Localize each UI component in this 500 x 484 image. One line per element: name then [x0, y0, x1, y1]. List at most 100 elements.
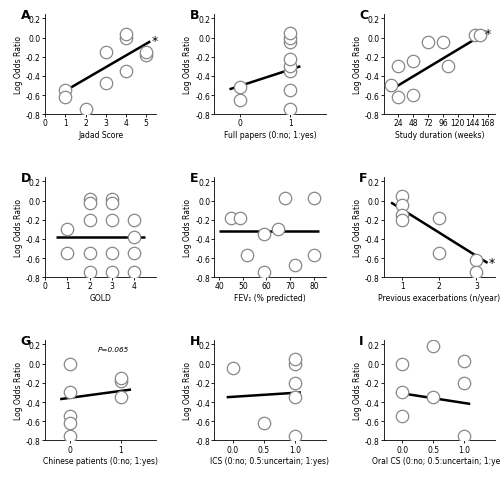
- Point: [282, 195, 290, 202]
- Point: [122, 31, 130, 39]
- Text: E: E: [190, 171, 198, 184]
- Point: [130, 250, 138, 257]
- Y-axis label: Log Odds Ratio: Log Odds Ratio: [353, 361, 362, 419]
- Point: [108, 196, 116, 203]
- Y-axis label: Log Odds Ratio: Log Odds Ratio: [184, 198, 192, 257]
- Text: I: I: [359, 334, 364, 347]
- X-axis label: Study duration (weeks): Study duration (weeks): [394, 131, 484, 140]
- Point: [286, 39, 294, 47]
- Point: [471, 31, 479, 39]
- Point: [460, 432, 468, 439]
- Point: [286, 106, 294, 114]
- Point: [286, 34, 294, 42]
- Text: *: *: [152, 35, 158, 48]
- Point: [398, 360, 406, 368]
- Y-axis label: Log Odds Ratio: Log Odds Ratio: [184, 361, 192, 419]
- Point: [86, 196, 94, 203]
- Point: [398, 389, 406, 396]
- Point: [472, 269, 480, 277]
- Point: [117, 393, 125, 401]
- Y-axis label: Log Odds Ratio: Log Odds Ratio: [353, 198, 362, 257]
- Point: [130, 234, 138, 242]
- Point: [236, 84, 244, 92]
- Point: [476, 31, 484, 39]
- Point: [286, 63, 294, 71]
- Point: [108, 250, 116, 257]
- Point: [108, 199, 116, 207]
- Point: [387, 82, 395, 90]
- Point: [291, 360, 299, 368]
- Point: [130, 269, 138, 277]
- Point: [410, 59, 418, 66]
- Text: *: *: [484, 28, 490, 41]
- Point: [66, 360, 74, 368]
- Y-axis label: Log Odds Ratio: Log Odds Ratio: [353, 36, 362, 94]
- Point: [274, 226, 282, 234]
- Point: [62, 94, 70, 102]
- Point: [398, 202, 406, 210]
- Point: [66, 432, 74, 439]
- Text: D: D: [20, 171, 30, 184]
- Text: *: *: [488, 257, 494, 270]
- Text: A: A: [20, 9, 30, 21]
- X-axis label: Jadad Score: Jadad Score: [78, 131, 124, 140]
- Point: [108, 216, 116, 224]
- Point: [291, 379, 299, 387]
- Text: B: B: [190, 9, 200, 21]
- Point: [286, 68, 294, 76]
- Point: [130, 216, 138, 224]
- X-axis label: Full papers (0:no; 1:yes): Full papers (0:no; 1:yes): [224, 131, 316, 140]
- Point: [424, 39, 432, 47]
- Point: [64, 226, 72, 234]
- Text: F: F: [359, 171, 368, 184]
- Point: [62, 87, 70, 95]
- Point: [108, 269, 116, 277]
- X-axis label: FEV₁ (% predicted): FEV₁ (% predicted): [234, 294, 306, 302]
- Point: [291, 261, 299, 269]
- Point: [460, 379, 468, 387]
- Point: [86, 250, 94, 257]
- Point: [398, 212, 406, 219]
- X-axis label: ICS (0:no; 0.5:uncertain; 1:yes): ICS (0:no; 0.5:uncertain; 1:yes): [210, 456, 330, 465]
- Point: [439, 39, 447, 47]
- Point: [236, 97, 244, 105]
- Point: [436, 214, 444, 222]
- Point: [142, 49, 150, 57]
- Text: C: C: [359, 9, 368, 21]
- Y-axis label: Log Odds Ratio: Log Odds Ratio: [14, 361, 23, 419]
- Point: [117, 377, 125, 385]
- X-axis label: Oral CS (0:no; 0.5:uncertain; 1:yes): Oral CS (0:no; 0.5:uncertain; 1:yes): [372, 456, 500, 465]
- Point: [229, 365, 237, 373]
- Point: [82, 106, 90, 114]
- X-axis label: Previous exacerbations (n/year): Previous exacerbations (n/year): [378, 294, 500, 302]
- X-axis label: Chinese patients (0:no; 1:yes): Chinese patients (0:no; 1:yes): [43, 456, 158, 465]
- Point: [66, 419, 74, 427]
- Point: [398, 413, 406, 421]
- Text: H: H: [190, 334, 200, 347]
- Point: [410, 92, 418, 100]
- Point: [86, 269, 94, 277]
- Point: [291, 432, 299, 439]
- Point: [291, 393, 299, 401]
- Text: P=0.065: P=0.065: [98, 347, 130, 352]
- Point: [472, 257, 480, 264]
- Point: [117, 375, 125, 382]
- Point: [286, 56, 294, 63]
- Point: [102, 79, 110, 87]
- Point: [260, 269, 268, 277]
- Point: [260, 231, 268, 239]
- Y-axis label: Log Odds Ratio: Log Odds Ratio: [14, 36, 23, 94]
- Point: [66, 413, 74, 421]
- Point: [102, 49, 110, 57]
- Point: [260, 419, 268, 427]
- Point: [286, 87, 294, 95]
- Point: [398, 216, 406, 224]
- Point: [398, 193, 406, 200]
- Point: [64, 250, 72, 257]
- Point: [444, 63, 452, 71]
- Point: [244, 252, 252, 259]
- Point: [122, 34, 130, 42]
- Point: [86, 216, 94, 224]
- Point: [236, 214, 244, 222]
- Point: [394, 63, 402, 71]
